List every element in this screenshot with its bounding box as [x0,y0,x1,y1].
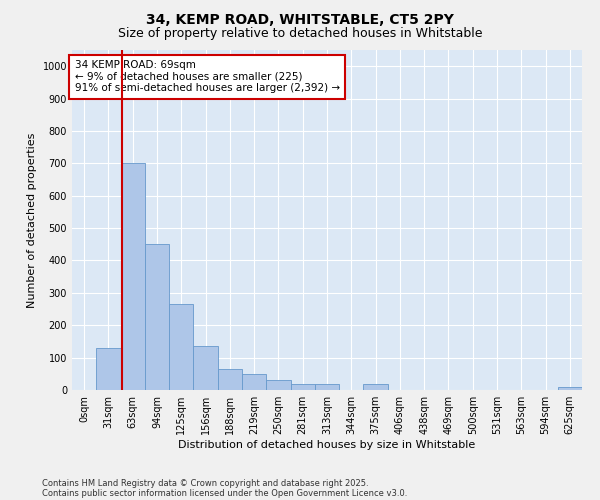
Bar [315,384,339,390]
Bar [218,369,242,390]
Bar [145,244,169,390]
Bar [121,164,145,390]
Bar [96,348,121,390]
Bar [364,384,388,390]
Bar [290,384,315,390]
Bar [169,304,193,390]
Text: Size of property relative to detached houses in Whitstable: Size of property relative to detached ho… [118,28,482,40]
Bar [558,387,582,390]
Text: 34, KEMP ROAD, WHITSTABLE, CT5 2PY: 34, KEMP ROAD, WHITSTABLE, CT5 2PY [146,12,454,26]
Y-axis label: Number of detached properties: Number of detached properties [27,132,37,308]
X-axis label: Distribution of detached houses by size in Whitstable: Distribution of detached houses by size … [178,440,476,450]
Bar [193,346,218,390]
Text: 34 KEMP ROAD: 69sqm
← 9% of detached houses are smaller (225)
91% of semi-detach: 34 KEMP ROAD: 69sqm ← 9% of detached hou… [74,60,340,94]
Bar [266,380,290,390]
Text: Contains public sector information licensed under the Open Government Licence v3: Contains public sector information licen… [42,488,407,498]
Bar [242,374,266,390]
Text: Contains HM Land Registry data © Crown copyright and database right 2025.: Contains HM Land Registry data © Crown c… [42,478,368,488]
